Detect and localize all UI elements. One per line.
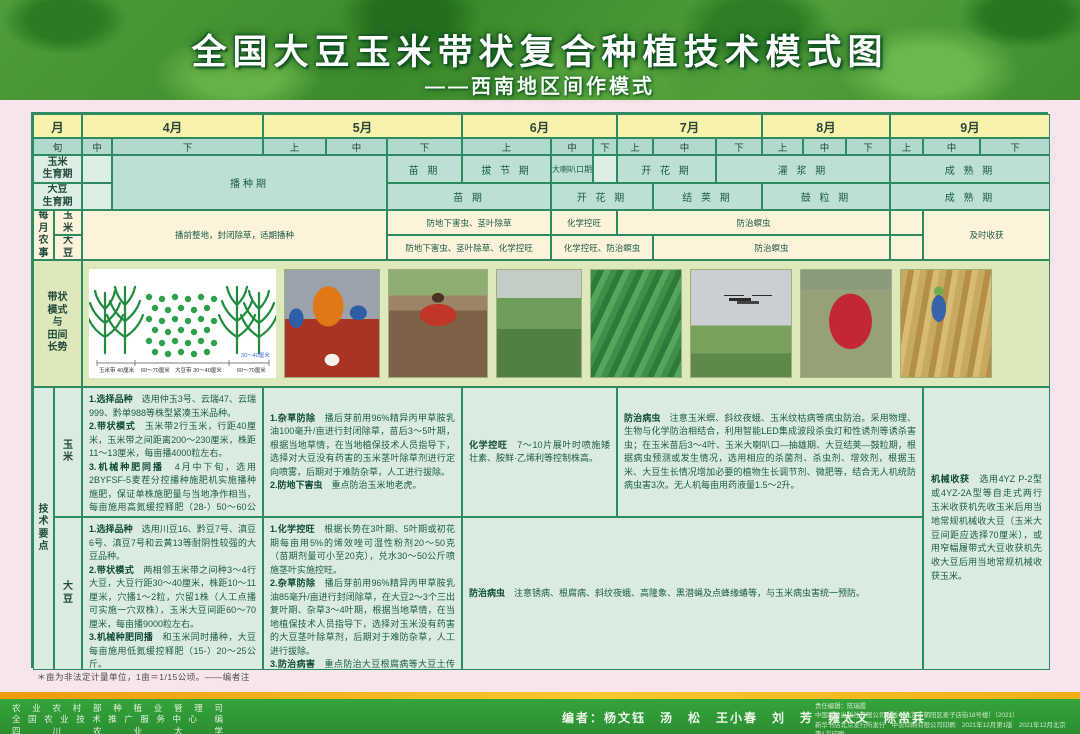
soy-stage-flowering: 开 花 期 — [551, 183, 653, 210]
farmwork-corn-1: 防地下害虫、茎叶除草 — [387, 210, 551, 235]
corn-stage-grainfill: 灌 浆 期 — [716, 155, 890, 183]
tech-corn-block-sowing: 1.选择品种 选用仲玉3号、云瑞47、云瑞999、黔单988等株型紧凑玉米品种。… — [82, 387, 263, 517]
page-subtitle: ——西南地区间作模式 — [425, 76, 655, 98]
xun-cell: 下 — [593, 138, 617, 155]
farmwork-soy-label: 大 豆 — [54, 235, 82, 260]
xun-cell: 中 — [551, 138, 593, 155]
soy-growth-row-label: 大豆 生育期 — [33, 183, 82, 210]
photo-row-label: 带状 模式 与 田间 长势 — [33, 260, 82, 387]
tech-corn-block-growth-control: 化学控旺 7～10片展叶时喷施矮壮素、胺鲜·乙烯利等控制株高。 — [462, 387, 617, 517]
farmwork-corn-label: 玉 米 — [54, 210, 82, 235]
corn-stage-maturity: 成 熟 期 — [890, 155, 1050, 183]
farmwork-shared-sowing: 播前整地，封闭除草，适期播种 — [82, 210, 387, 260]
xun-cell: 中 — [326, 138, 387, 155]
tech-row-label: 技 术 要 点 — [33, 387, 54, 670]
xun-cell: 上 — [263, 138, 326, 155]
schedule-table: 月 4月 5月 6月 7月 8月 9月 旬 中 下 上 中 下 上 中 下 上 … — [31, 112, 1050, 670]
corn-stage-flowering: 开 花 期 — [617, 155, 716, 183]
xun-cell: 上 — [617, 138, 653, 155]
month-april: 4月 — [82, 114, 263, 138]
xun-cell: 中 — [803, 138, 846, 155]
farmwork-soy-2: 化学控旺、防治螟虫 — [551, 235, 653, 260]
publisher-info: 责任编辑：陈瑞霞 中国农业出版社有限公司出版（北京市朝阳区麦子店街18号楼）（2… — [815, 702, 1070, 734]
xun-cell: 中 — [82, 138, 112, 155]
strip-planting-diagram: 玉米带 40厘米 60～70厘米 大豆带 30～40厘米 60～70厘米 30～… — [89, 269, 276, 378]
empty-cell — [82, 155, 112, 183]
soy-stage-maturity: 成 熟 期 — [890, 183, 1050, 210]
month-july: 7月 — [617, 114, 762, 138]
stage-sowing: 播种期 — [112, 155, 387, 210]
empty-cell — [890, 235, 923, 260]
photo-seed-treatment-machine — [284, 269, 380, 378]
tech-corn-block-pest-control: 防治病虫 注意玉米螟、斜纹夜蛾、玉米纹枯病等病虫防治。采用物理、生物与化学防治相… — [617, 387, 923, 517]
diagram-label-cornband: 玉米带 40厘米 — [99, 366, 135, 374]
org-line: 四川农业大学 — [12, 725, 224, 734]
photo-red-harvester — [800, 269, 892, 378]
xun-col-label: 旬 — [33, 138, 82, 155]
diagram-label-soyband: 大豆带 30～40厘米 — [175, 366, 222, 374]
soybean-rows — [145, 293, 218, 358]
page-title: 全国大豆玉米带状复合种植技术模式图 — [191, 33, 889, 72]
soy-stage-seedling: 苗 期 — [387, 183, 551, 210]
xun-cell: 下 — [387, 138, 462, 155]
orange-divider-bar — [0, 692, 1080, 699]
soy-stage-podding: 结 荚 期 — [653, 183, 762, 210]
tech-corn-block-weeding: 1.杂草防除 播后芽前用96%精异丙甲草胺乳油100毫升/亩进行封闭除草，苗后3… — [263, 387, 462, 517]
photo-strip: 玉米带 40厘米 60～70厘米 大豆带 30～40厘米 60～70厘米 30～… — [82, 260, 1050, 387]
farmwork-harvest: 及时收获 — [923, 210, 1050, 260]
header-banner: 全国大豆玉米带状复合种植技术模式图 ——西南地区间作模式 — [0, 0, 1080, 100]
footer: 农业农村部种植业管理司 全国农业技术推广服务中心 编 四川农业大学 编者：杨文钰… — [0, 699, 1080, 734]
pub-line: 中国农业出版社有限公司出版（北京市朝阳区麦子店街18号楼）（2021） — [815, 712, 1019, 720]
org-line: 农业农村部种植业管理司 — [12, 703, 224, 713]
publishing-orgs: 农业农村部种植业管理司 全国农业技术推广服务中心 编 四川农业大学 — [12, 703, 224, 734]
farmwork-corn-3: 防治螟虫 — [617, 210, 890, 235]
xun-cell: 上 — [762, 138, 803, 155]
photo-corn-harvest — [900, 269, 992, 378]
xun-cell: 下 — [112, 138, 263, 155]
diagram-label-gap1: 60～70厘米 — [141, 366, 170, 374]
xun-cell: 中 — [923, 138, 980, 155]
diagram-side-note: 30～40厘米 — [241, 351, 270, 359]
corn-stage-jointing: 拔 节 期 — [462, 155, 551, 183]
farmwork-row-label: 每 月 农 事 — [33, 210, 54, 260]
farmwork-soy-1: 防地下害虫、茎叶除草、化学控旺 — [387, 235, 551, 260]
photo-drone-spraying — [690, 269, 792, 378]
month-col-label: 月 — [33, 114, 82, 138]
corn-stage-trumpet: 大喇叭口期 — [551, 155, 593, 183]
tech-soy-label: 大 豆 — [54, 517, 82, 670]
month-august: 8月 — [762, 114, 890, 138]
editors-line: 编者：杨文钰 汤 松 王小春 刘 芳 雍太文 陈常兵 — [562, 711, 927, 725]
tech-soy-block-sowing: 1.选择品种 选用川豆16、黔豆7号、滇豆6号、滇豆7号和云黄13等耐阴性较强的… — [82, 517, 263, 670]
month-september: 9月 — [890, 114, 1050, 138]
xun-cell: 上 — [462, 138, 551, 155]
farmwork-soy-3: 防治螟虫 — [653, 235, 890, 260]
empty-cell — [82, 183, 112, 210]
photo-soybean-field — [496, 269, 582, 378]
month-may: 5月 — [263, 114, 462, 138]
photo-dense-corn-field — [590, 269, 682, 378]
xun-cell: 下 — [716, 138, 762, 155]
org-line: 全国农业技术推广服务中心 编 — [12, 714, 224, 725]
corn-growth-row-label: 玉米 生育期 — [33, 155, 82, 183]
photo-seeder-tractor — [388, 269, 488, 378]
farmwork-corn-2: 化学控旺 — [551, 210, 617, 235]
tech-soy-block-control-weeding: 1.化学控旺 根据长势在3叶期、5叶期或初花期每亩用5%的烯效唑可湿性粉剂20～… — [263, 517, 462, 670]
xun-cell: 下 — [846, 138, 890, 155]
diagram-label-gap2: 60～70厘米 — [237, 366, 266, 374]
xun-cell: 上 — [890, 138, 923, 155]
tech-block-mechanical-harvest: 机械收获 选用4YZ P-2型或4YZ-2A型等自走式两行玉米收获机先收玉米后用… — [923, 387, 1050, 670]
month-june: 6月 — [462, 114, 617, 138]
xun-cell: 中 — [653, 138, 716, 155]
corn-stage-seedling: 苗 期 — [387, 155, 462, 183]
soy-stage-seedfill: 鼓 粒 期 — [762, 183, 890, 210]
empty-cell — [593, 155, 617, 183]
tech-soy-block-pest-control: 防治病虫 注意锈病、根腐病、斜纹夜蛾、高隆象、黑潜蝇及点蜂缘蝽等，与玉米病虫害统… — [462, 517, 923, 670]
pub-line: 责任编辑：陈瑞霞 — [815, 703, 867, 710]
tech-corn-label: 玉 米 — [54, 387, 82, 517]
xun-cell: 下 — [980, 138, 1050, 155]
pub-line: 新华书店北京发行所发行 中农印刷有限公司印刷 2021年12月第1版 2021年… — [815, 721, 1066, 734]
footnote: ＊亩为非法定计量单位，1亩＝1/15公顷。——编者注 — [37, 672, 250, 682]
empty-cell — [890, 210, 923, 235]
